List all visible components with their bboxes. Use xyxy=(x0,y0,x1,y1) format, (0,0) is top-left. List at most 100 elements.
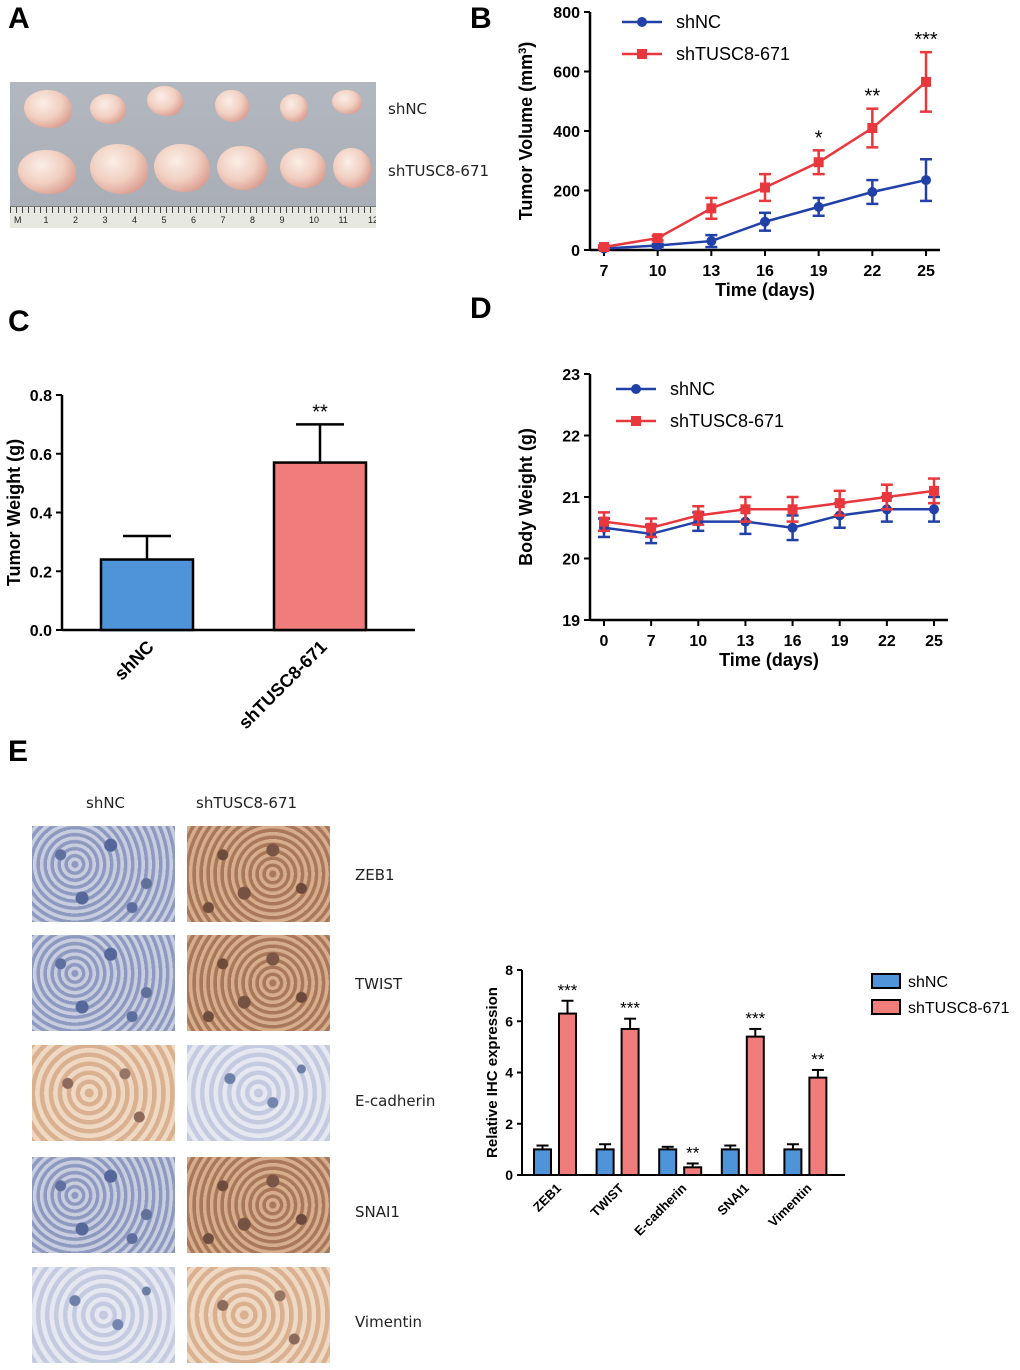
x-tick-label: SNAI1 xyxy=(714,1181,752,1219)
photo-label-shnc: shNC xyxy=(388,100,428,118)
ihc-row-label-zeb1: ZEB1 xyxy=(355,866,395,884)
ruler-tick-label: 5 xyxy=(161,215,167,225)
y-tick-label: 0 xyxy=(571,243,580,260)
series-line-shNC xyxy=(603,508,934,536)
ruler-tick-labels: M 1 2 3 4 5 6 7 8 9 10 11 12 xyxy=(10,215,376,227)
photo-label-shtusc8: shTUSC8-671 xyxy=(388,162,490,180)
significance-annotation: ** xyxy=(686,1143,700,1162)
ihc-image-twist-shnc xyxy=(32,935,175,1031)
x-tick-label: 19 xyxy=(810,263,828,280)
y-tick-label: 400 xyxy=(553,124,580,141)
x-tick-label: 13 xyxy=(737,633,755,650)
legend-label: shTUSC8-671 xyxy=(676,44,790,64)
x-tick-label: TWIST xyxy=(588,1180,627,1219)
data-point-shTUSC8-671 xyxy=(867,123,878,134)
y-tick-label: 22 xyxy=(562,429,580,446)
ruler-tick-label: 8 xyxy=(250,215,256,225)
significance-annotation: ** xyxy=(865,86,881,108)
ruler-tick-label: 2 xyxy=(73,215,79,225)
legend-label: shTUSC8-671 xyxy=(908,1000,1009,1017)
tumor-photo: M 1 2 3 4 5 6 7 8 9 10 11 12 xyxy=(10,82,376,228)
chart-body-weight: 19 20 21 22 23 0 7 10 13 16 19 22 25 Time (days) Body … xyxy=(516,367,948,670)
ihc-row-label-ecadherin: E-cadherin xyxy=(355,1092,436,1110)
legend-label: shNC xyxy=(908,974,948,991)
chart-tumor-volume: 0 200 400 600 800 7 10 13 16 19 22 25 Time (days) Tum… xyxy=(516,5,940,300)
y-tick-label: 19 xyxy=(562,613,580,630)
data-point-shTUSC8-671 xyxy=(921,76,931,87)
data-point-shNC xyxy=(867,186,878,197)
y-tick-label: 8 xyxy=(505,962,513,978)
ruler-tick-label: 7 xyxy=(220,215,226,225)
ihc-image-vimentin-shtusc8 xyxy=(187,1267,330,1363)
data-point-shNC xyxy=(760,216,770,227)
tumor-shtusc8-4 xyxy=(217,146,267,190)
tumor-shtusc8-5 xyxy=(280,148,326,188)
y-axis-label-text: Tumor Volume (mm xyxy=(516,54,536,220)
x-tick-label: ZEB1 xyxy=(530,1181,564,1215)
data-point-shTUSC8-671 xyxy=(646,522,657,533)
x-tick-label: 25 xyxy=(917,263,935,280)
panel-label-c: C xyxy=(8,305,30,338)
data-point-shTUSC8-671 xyxy=(929,485,939,496)
legend-label: shTUSC8-671 xyxy=(670,411,784,431)
ruler-tick-label: 4 xyxy=(132,215,138,225)
x-tick-label: 22 xyxy=(863,263,881,280)
ruler-tick-label: 9 xyxy=(279,215,285,225)
legend-marker xyxy=(631,416,641,426)
data-point-shTUSC8-671 xyxy=(834,498,845,509)
y-axis-label: Tumor Weight (g) xyxy=(4,439,24,586)
y-tick-label: 2 xyxy=(505,1116,513,1132)
ihc-image-snai1-shnc xyxy=(32,1157,175,1253)
bar-E-cadherin-shTUSC8-671 xyxy=(683,1166,703,1176)
bar-shNC xyxy=(99,558,195,632)
significance-annotation: *** xyxy=(914,29,938,51)
ruler-tick-label: 6 xyxy=(191,215,197,225)
x-tick-label: 0 xyxy=(600,633,609,650)
legend-label: shNC xyxy=(676,12,721,32)
ruler: M 1 2 3 4 5 6 7 8 9 10 11 12 xyxy=(10,206,376,228)
significance-annotation: ** xyxy=(811,1050,825,1069)
ihc-image-zeb1-shnc xyxy=(32,826,175,922)
legend-label: shNC xyxy=(670,379,715,399)
y-tick-label: 200 xyxy=(553,184,580,201)
series-line-shTUSC8-671 xyxy=(603,489,935,530)
bar-E-cadherin-shNC xyxy=(658,1148,678,1176)
x-tick-label: 7 xyxy=(647,633,656,650)
x-axis-label: Time (days) xyxy=(715,280,815,300)
x-axis-label: Time (days) xyxy=(719,650,819,670)
data-point-shTUSC8-671 xyxy=(787,504,798,515)
x-tick-label: 22 xyxy=(878,633,896,650)
y-axis-label-superscript: 3 xyxy=(517,48,529,54)
significance-annotation: ** xyxy=(312,401,328,423)
y-tick-label: 21 xyxy=(562,490,580,507)
bar-TWIST-shNC xyxy=(595,1148,615,1176)
tumor-shnc-5 xyxy=(280,94,308,122)
x-tick-label: Vimentin xyxy=(765,1180,814,1229)
y-tick-label: 23 xyxy=(562,367,580,384)
y-tick-label: 20 xyxy=(562,552,580,569)
y-tick-label: 0.2 xyxy=(30,564,52,581)
ruler-tick-label: 3 xyxy=(102,215,108,225)
y-tick-label: 0.8 xyxy=(30,388,52,405)
ihc-header-shtusc8: shTUSC8-671 xyxy=(196,794,298,812)
legend-swatch xyxy=(871,999,901,1015)
ihc-row-label-vimentin: Vimentin xyxy=(355,1313,423,1331)
tumor-shnc-1 xyxy=(24,90,72,128)
data-point-shNC xyxy=(921,175,931,186)
ihc-image-ecadherin-shnc xyxy=(32,1045,175,1141)
bar-TWIST-shTUSC8-671 xyxy=(620,1027,640,1176)
panel-label-d: D xyxy=(470,292,492,325)
panel-label-a: A xyxy=(8,2,30,35)
tumor-shnc-2 xyxy=(90,94,126,124)
data-point-shTUSC8-671 xyxy=(599,516,609,527)
data-point-shNC xyxy=(929,504,939,515)
legend-marker xyxy=(637,17,647,27)
data-point-shTUSC8-671 xyxy=(599,242,609,253)
chart-tumor-weight: 0.0 0.2 0.4 0.6 0.8 Tumor Weight (g) shNC shTUS… xyxy=(4,388,415,733)
bar-Vimentin-shNC xyxy=(783,1148,803,1176)
x-tick-label: 16 xyxy=(784,633,802,650)
tumor-shtusc8-3 xyxy=(154,144,210,192)
y-axis-label: Relative IHC expression xyxy=(484,987,501,1158)
ruler-tick-label: M xyxy=(14,215,22,225)
data-point-shNC xyxy=(706,236,717,247)
